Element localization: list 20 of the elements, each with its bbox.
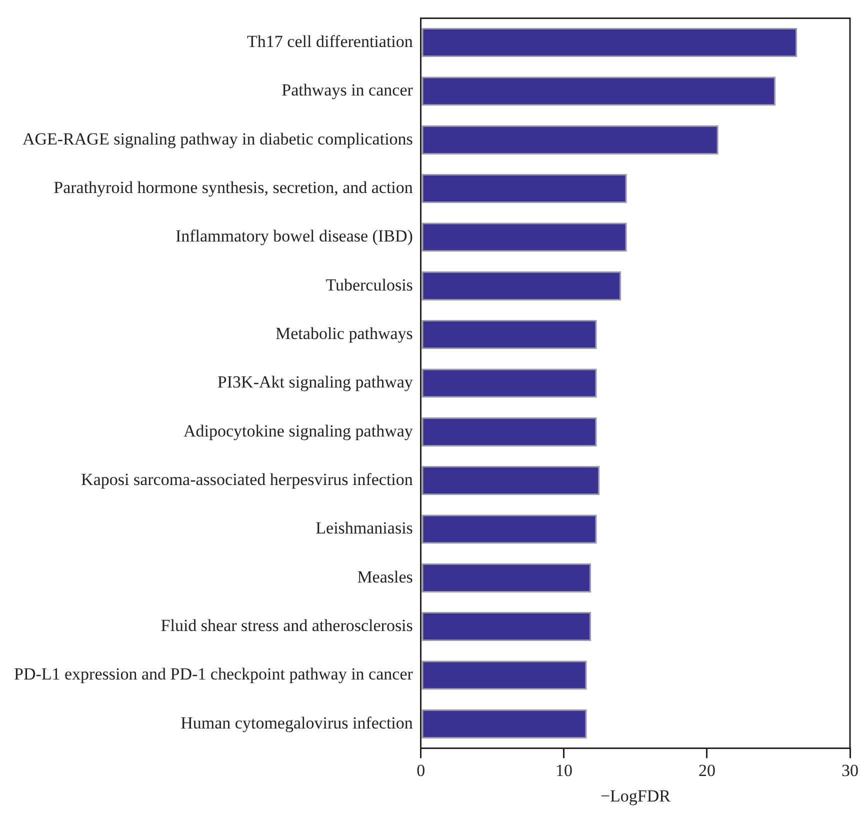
- y-tick-label: Leishmaniasis: [316, 518, 413, 538]
- y-tick-label: Parathyroid hormone synthesis, secretion, and action: [54, 178, 414, 197]
- y-tick-label: Th17 cell differentiation: [247, 32, 414, 51]
- x-tick-label: 0: [416, 760, 426, 780]
- y-tick-label: AGE-RAGE signaling pathway in diabetic complications: [22, 129, 413, 148]
- y-tick-label: Adipocytokine signaling pathway: [183, 421, 414, 440]
- y-tick-label: PD-L1 expression and PD-1 checkpoint pathway in cancer: [14, 664, 414, 684]
- y-tick-label: Tuberculosis: [326, 275, 413, 294]
- y-tick-label: Kaposi sarcoma-associated herpesvirus infection: [81, 470, 414, 489]
- x-tick-label: 30: [842, 760, 858, 780]
- y-tick-label: Measles: [357, 567, 413, 586]
- y-tick-label: Pathways in cancer: [282, 80, 414, 100]
- y-tick-label: PI3K-Akt signaling pathway: [217, 372, 414, 392]
- x-axis-title: −LogFDR: [600, 786, 672, 806]
- x-tick-label: 20: [698, 760, 716, 780]
- x-tick-label: 10: [555, 760, 572, 780]
- y-tick-label: Metabolic pathways: [276, 324, 413, 343]
- y-tick-label: Fluid shear stress and atherosclerosis: [160, 616, 413, 635]
- y-tick-label: Human cytomegalovirus infection: [180, 713, 414, 732]
- y-tick-label: Inflammatory bowel disease (IBD): [175, 226, 413, 246]
